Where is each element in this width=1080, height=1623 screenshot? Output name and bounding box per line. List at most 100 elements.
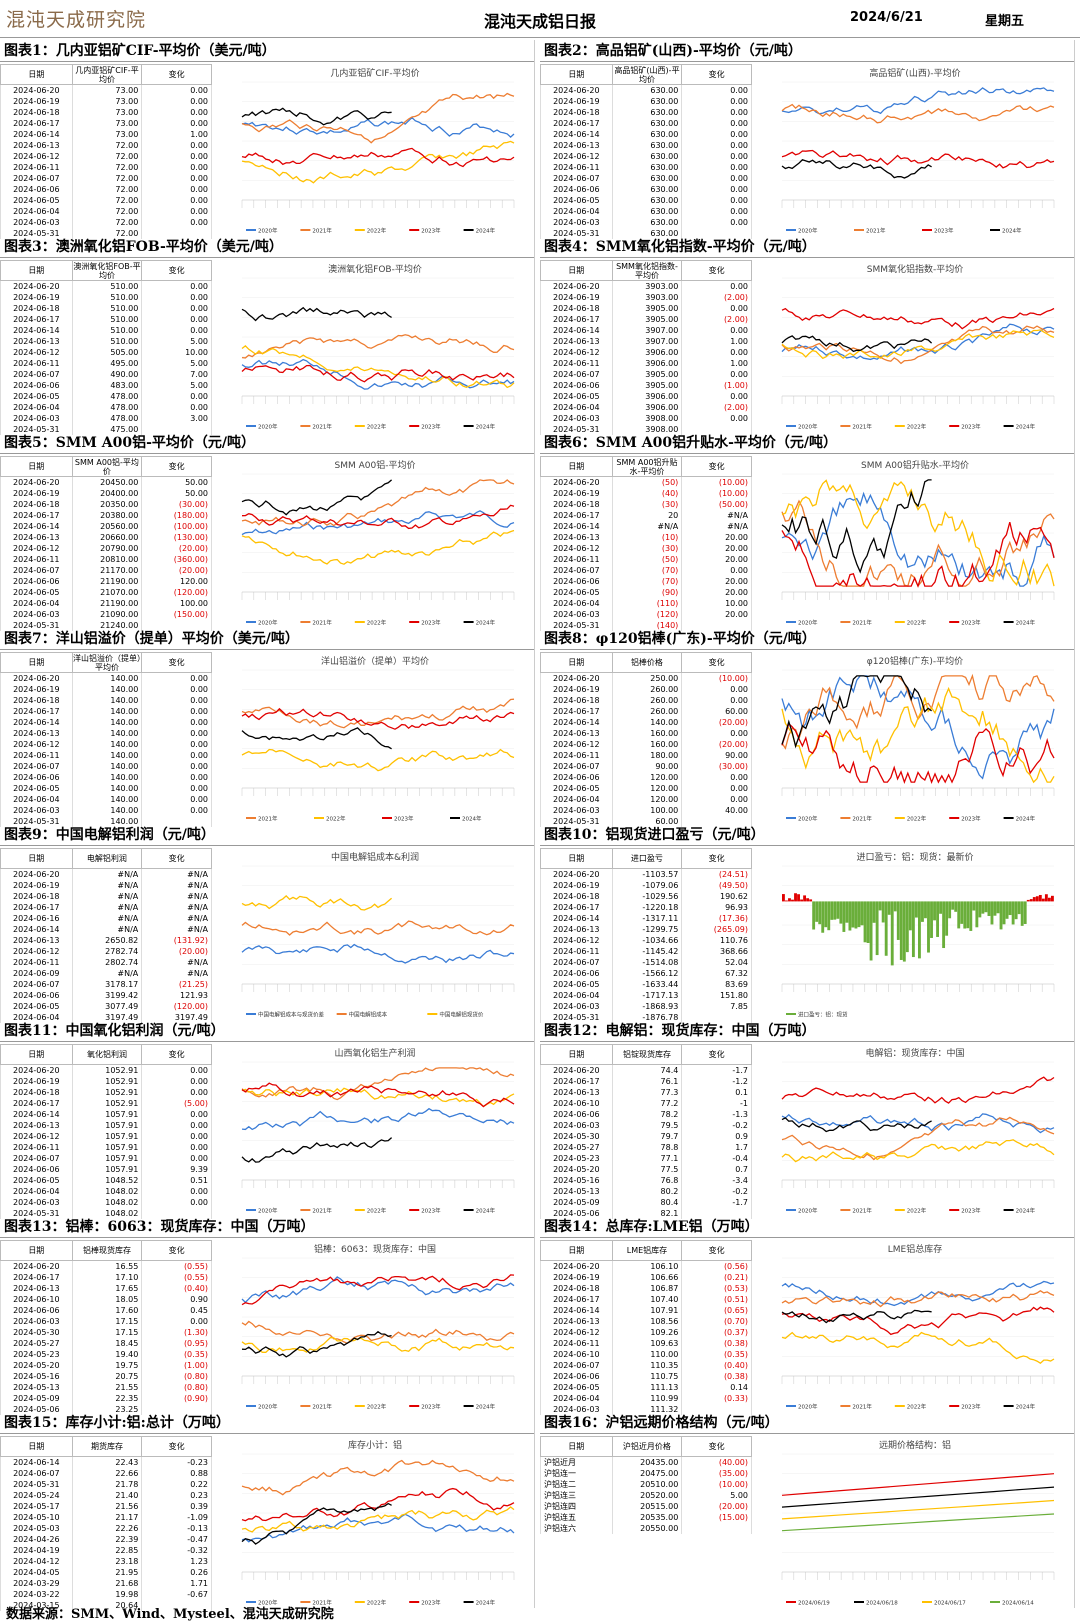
table-cell: 2024-06-19 [0,684,73,695]
legend-label: 2023年 [421,227,441,235]
table-header: 日期 [0,848,73,869]
legend-label: 2021年 [312,619,332,627]
table-cell: 0.00 [141,140,212,151]
table-cell: (1.30) [141,1327,212,1338]
table-cell: 2024-06-11 [0,554,73,565]
table-cell: 2024-06-20 [0,868,73,880]
table-cell: (0.21) [681,1272,752,1283]
table-cell: 0.00 [141,118,212,129]
table-cell: 1057.91 [71,1142,143,1153]
table-cell: 0.00 [141,706,212,717]
table-cell: 1.00 [681,358,752,369]
table-row: 2024-06-11 (50) 20.00 [540,554,752,565]
report-header: 混沌天成研究院 混沌天成铝日报 2024/6/21 星期五 [0,0,1080,38]
table-cell: 121.93 [141,990,212,1001]
table-cell: 140.00 [71,805,143,816]
table-cell: 2024-06-17 [540,510,613,521]
series-line [241,707,515,730]
table-cell: 22.26 [71,1523,143,1534]
table-cell: 2024-06-14 [0,924,73,935]
table-cell: 沪铝连四 [540,1501,613,1512]
legend-label: 2024年 [1002,227,1022,235]
table-cell: -1079.06 [611,880,683,891]
table-cell: 20790.00 [71,543,143,554]
bar [1029,899,1033,902]
table-header: 铝棒价格 [611,652,683,673]
table-cell: 120.00 [611,794,683,805]
table-cell: 2024-05-17 [0,1501,73,1512]
table-row: 2024-06-17 140.00 0.00 [0,706,212,717]
table-row: 2024-06-07 72.00 0.00 [0,173,212,184]
table-row: 2024-06-05 -1633.44 83.69 [540,979,752,990]
series-line [241,1502,392,1545]
table-cell: 20660.00 [71,532,143,543]
table-cell: (10) [611,532,683,543]
table-cell: 2024-06-06 [0,990,73,1001]
series-line [781,1116,1055,1161]
table-cell: 2024-06-13 [540,924,613,935]
data-source-footer: 数据来源：SMM、Wind、Mysteel、混沌天成研究院 [6,1607,334,1622]
table-cell: 2024-06-18 [540,695,613,706]
table-cell: 478.00 [71,402,143,413]
series-line [781,722,1055,785]
table-cell: 52.04 [681,957,752,968]
chart-svg: 2021年 2022年 2023年 2024年 [241,669,515,823]
table-row: 2024-06-14 20560.00 (100.00) [0,521,212,532]
table-row: 2024-06-13 3907.00 1.00 [540,336,752,347]
table-cell: 80.2 [611,1186,683,1197]
table-header: 日期 [0,1044,73,1065]
trend-chart: 铝棒：6063：现货库存：中国 2020年 2021年 2022年 2023年 2024年 [220,1240,530,1416]
table-cell: 50.00 [141,476,212,488]
table-cell: #N/A [141,868,212,880]
table-row: 2024-06-07 140.00 0.00 [0,761,212,772]
legend-label: 2023年 [421,1207,441,1215]
table-cell: 2024-05-23 [0,1349,73,1360]
table-row: 2024-06-03 79.5 -0.2 [540,1120,752,1131]
table-row: 2024-06-03 72.00 0.00 [0,217,212,228]
table-cell: 483.00 [71,380,143,391]
table-header: 日期 [540,64,613,85]
table-cell: 20535.00 [611,1512,683,1523]
table-cell: -0.2 [681,1186,752,1197]
table-cell: 2024-06-06 [540,968,613,979]
table-header: SMM氧化铝指数-平均价 [611,260,683,281]
table-row: 2024-05-20 19.75 (1.00) [0,1360,212,1371]
legend-label: 2021年 [312,1599,332,1607]
series-line [781,307,1055,330]
table-cell: 2024-06-14 [0,325,73,336]
table-cell: 2024-06-04 [540,794,613,805]
table-cell: 140.00 [71,783,143,794]
legend-label: 2023年 [421,619,441,627]
table-cell: 2024-06-19 [540,96,613,107]
table-cell: 2024-06-07 [540,761,613,772]
table-cell: 2024-06-14 [540,325,613,336]
table-cell: 0.00 [141,772,212,783]
series-line [781,1117,932,1133]
table-cell: 2024-06-05 [0,783,73,794]
chart-svg: 2020年 2021年 2022年 2023年 2024年 [781,669,1055,823]
table-cell: #N/A [141,880,212,891]
table-cell: 2024-06-05 [540,195,613,206]
series-line [781,329,1055,360]
table-header: 日期 [540,1044,613,1065]
bar [830,901,834,920]
table-row: 2024-06-13 630.00 0.00 [540,140,752,151]
table-cell: (20.00) [141,543,212,554]
table-cell: 2024-06-18 [0,891,73,902]
table-cell: 2024-06-11 [0,957,73,968]
table-row: 2024-06-03 111.32 [540,1404,752,1415]
table-cell: 2024-06-12 [0,543,73,554]
trend-chart: SMM A00铝-平均价 2020年 2021年 2022年 2023年 2024年 [220,456,530,632]
table-row: 2024-05-27 18.45 (0.95) [0,1338,212,1349]
chart-svg: 2020年 2021年 2022年 2023年 2024年 [241,1453,515,1607]
table-cell: 0.22 [141,1479,212,1490]
panel-title: 图表13：铝棒：6063：现货库存：中国（万吨） [0,1216,534,1238]
series-line [781,686,1055,784]
table-cell: 21.17 [71,1512,143,1523]
table-row: 2024-06-03 478.00 3.00 [0,413,212,424]
table-cell: 2024-06-04 [0,206,73,217]
table-row: 2024-06-13 108.56 (0.70) [540,1316,752,1327]
table-cell: 0.00 [681,96,752,107]
panel-title: 图表3：澳洲氧化铝FOB-平均价（美元/吨） [0,236,534,258]
table-cell: 180.00 [611,750,683,761]
